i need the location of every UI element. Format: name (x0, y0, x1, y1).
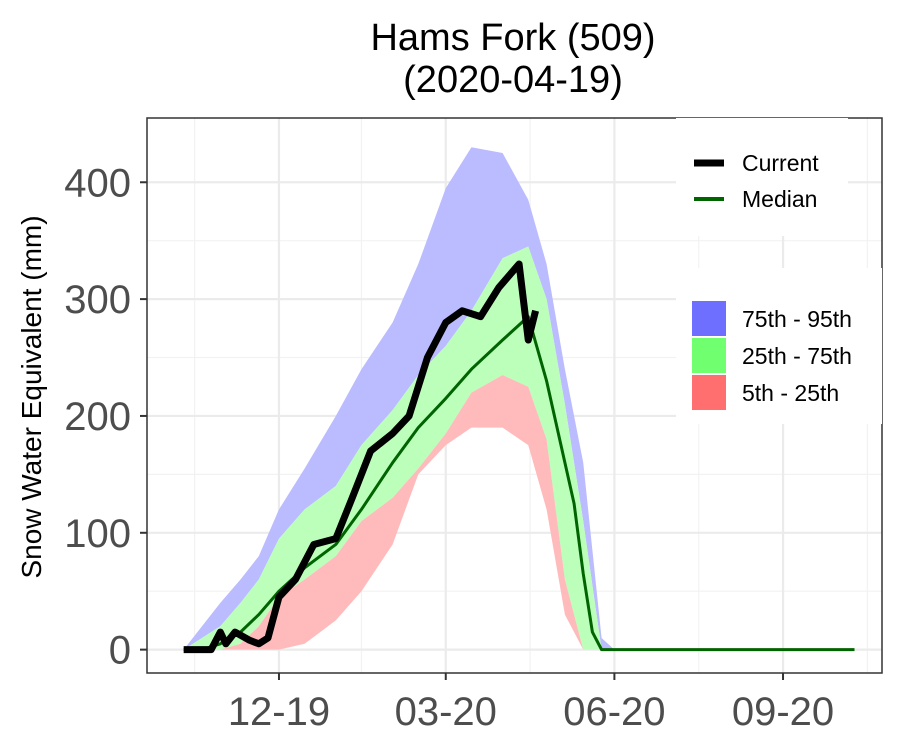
x-tick-label: 12-19 (228, 690, 330, 734)
legend-label: Current (742, 150, 819, 176)
median-line (183, 315, 855, 652)
y-tick-label: 100 (64, 512, 131, 556)
y-tick-label: 0 (109, 629, 131, 673)
band-75-95 (183, 147, 631, 650)
legend-label: Median (742, 186, 817, 212)
chart-title: Hams Fork (509) (370, 17, 655, 59)
legend-swatch (692, 375, 726, 410)
y-tick-label: 200 (64, 395, 131, 439)
y-tick-label: 400 (64, 161, 131, 205)
x-tick-label: 09-20 (732, 690, 834, 734)
chart-subtitle: (2020-04-19) (403, 59, 623, 101)
x-tick-label: 03-20 (395, 690, 497, 734)
band-25-75 (183, 246, 631, 650)
y-tick-label: 300 (64, 278, 131, 322)
legend-swatch (692, 338, 726, 373)
legend-label: 75th - 95th (742, 306, 852, 332)
legend-label: 25th - 75th (742, 343, 852, 369)
x-tick-label: 06-20 (563, 690, 665, 734)
legend-label: 5th - 25th (742, 380, 839, 406)
legend-lines-box (676, 118, 848, 236)
axes: 0 100 200 300 400 12-19 03-20 06-20 09-20 (64, 117, 883, 734)
y-axis-label: Snow Water Equivalent (mm) (16, 215, 47, 578)
current-line (183, 260, 539, 654)
percentile-bands (183, 147, 631, 650)
series-lines (183, 260, 855, 654)
legend-swatch (692, 301, 726, 336)
legend: Current Median 75th - 95th 25th - 75th 5th -… (676, 118, 882, 424)
